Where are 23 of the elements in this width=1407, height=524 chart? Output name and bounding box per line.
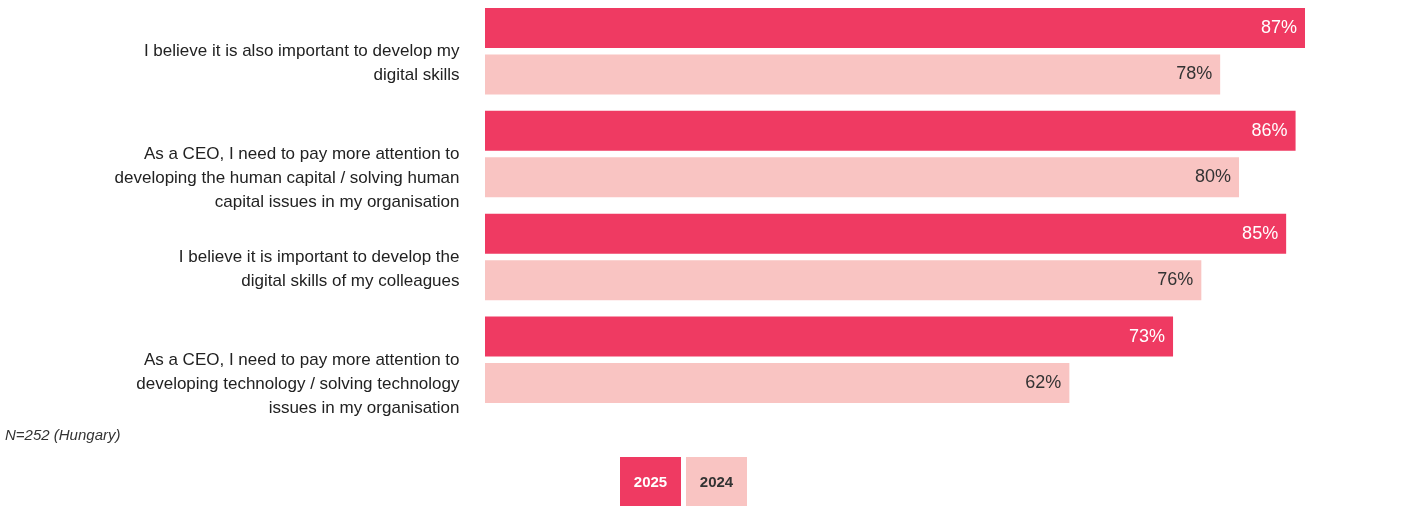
y-tick-label: I believe it is important to develop the digital skills of my colleagues — [178, 246, 460, 290]
text: 2025 — [633, 473, 668, 490]
data-label: 86% — [1251, 119, 1288, 140]
data-label: 76% — [1157, 269, 1194, 290]
bar — [485, 363, 1070, 403]
data-label: 62% — [1025, 372, 1062, 393]
bar — [485, 316, 1174, 357]
y-tick-label: I believe it is also important to develop my digital skills — [143, 41, 460, 85]
data-label: 85% — [1242, 222, 1279, 243]
data-label: 78% — [1176, 63, 1213, 84]
bar — [485, 8, 1305, 48]
bar — [485, 110, 1296, 151]
bar — [485, 213, 1287, 254]
text: N=252 (Hungary) — [5, 425, 121, 443]
data-label: 87% — [1260, 16, 1297, 37]
data-label: 80% — [1194, 166, 1232, 187]
bar — [485, 157, 1240, 198]
y-tick-label: As a CEO, I need to pay more attention to developing technology / solving technology issues in my organisation — [136, 349, 460, 417]
data-label: 73% — [1129, 325, 1166, 346]
text: 2024 — [699, 473, 734, 490]
y-tick-label: As a CEO, I need to pay more attention to developing the human capital / solving human capital issues in my organisation — [114, 144, 460, 212]
bar — [485, 260, 1202, 301]
bar — [485, 54, 1221, 95]
